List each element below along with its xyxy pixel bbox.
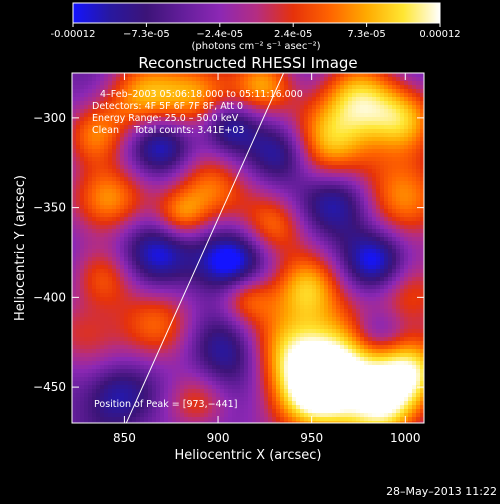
colorbar-ticks: -0.00012 −7.3e-05 −2.4e-05 2.4e-05 7.3e-05 0.… [51,23,461,40]
colorbar [73,3,440,23]
x-tick-label: 950 [300,431,323,445]
annotation-counts: Clean Total counts: 3.41E+03 [92,125,244,136]
y-tick-label: −450 [33,380,66,394]
x-tick-label: 900 [207,431,230,445]
colorbar-tick-label: −7.3e-05 [123,29,170,40]
colorbar-tick-label: −2.4e-05 [196,29,243,40]
x-tick-label: 850 [113,431,136,445]
y-axis-label: Heliocentric Y (arcsec) [13,175,28,321]
chart-title: Reconstructed RHESSI Image [138,54,357,72]
y-tick-label: −300 [33,111,66,125]
x-axis-label: Heliocentric X (arcsec) [175,448,322,463]
annotation-detectors: Detectors: 4F 5F 6F 7F 8F, Att 0 [92,101,243,112]
x-tick-label: 1000 [390,431,421,445]
y-tick-label: −400 [33,290,66,304]
colorbar-tick-label: 7.3e-05 [347,29,385,40]
colorbar-units-label: (photons cm⁻² s⁻¹ asec⁻²) [191,41,320,52]
footer-timestamp: 28–May–2013 11:22 [386,485,497,498]
peak-position-label: Position of Peak = [973,−441] [94,399,237,410]
colorbar-tick-label: 2.4e-05 [274,29,312,40]
colorbar-tick-label: 0.00012 [419,29,460,40]
y-tick-label: −350 [33,201,66,215]
annotation-time-range: 4–Feb–2003 05:06:18.000 to 05:11:16.000 [100,89,303,100]
annotation-energy-range: Energy Range: 25.0 – 50.0 keV [92,113,239,124]
colorbar-tick-label: -0.00012 [51,29,96,40]
